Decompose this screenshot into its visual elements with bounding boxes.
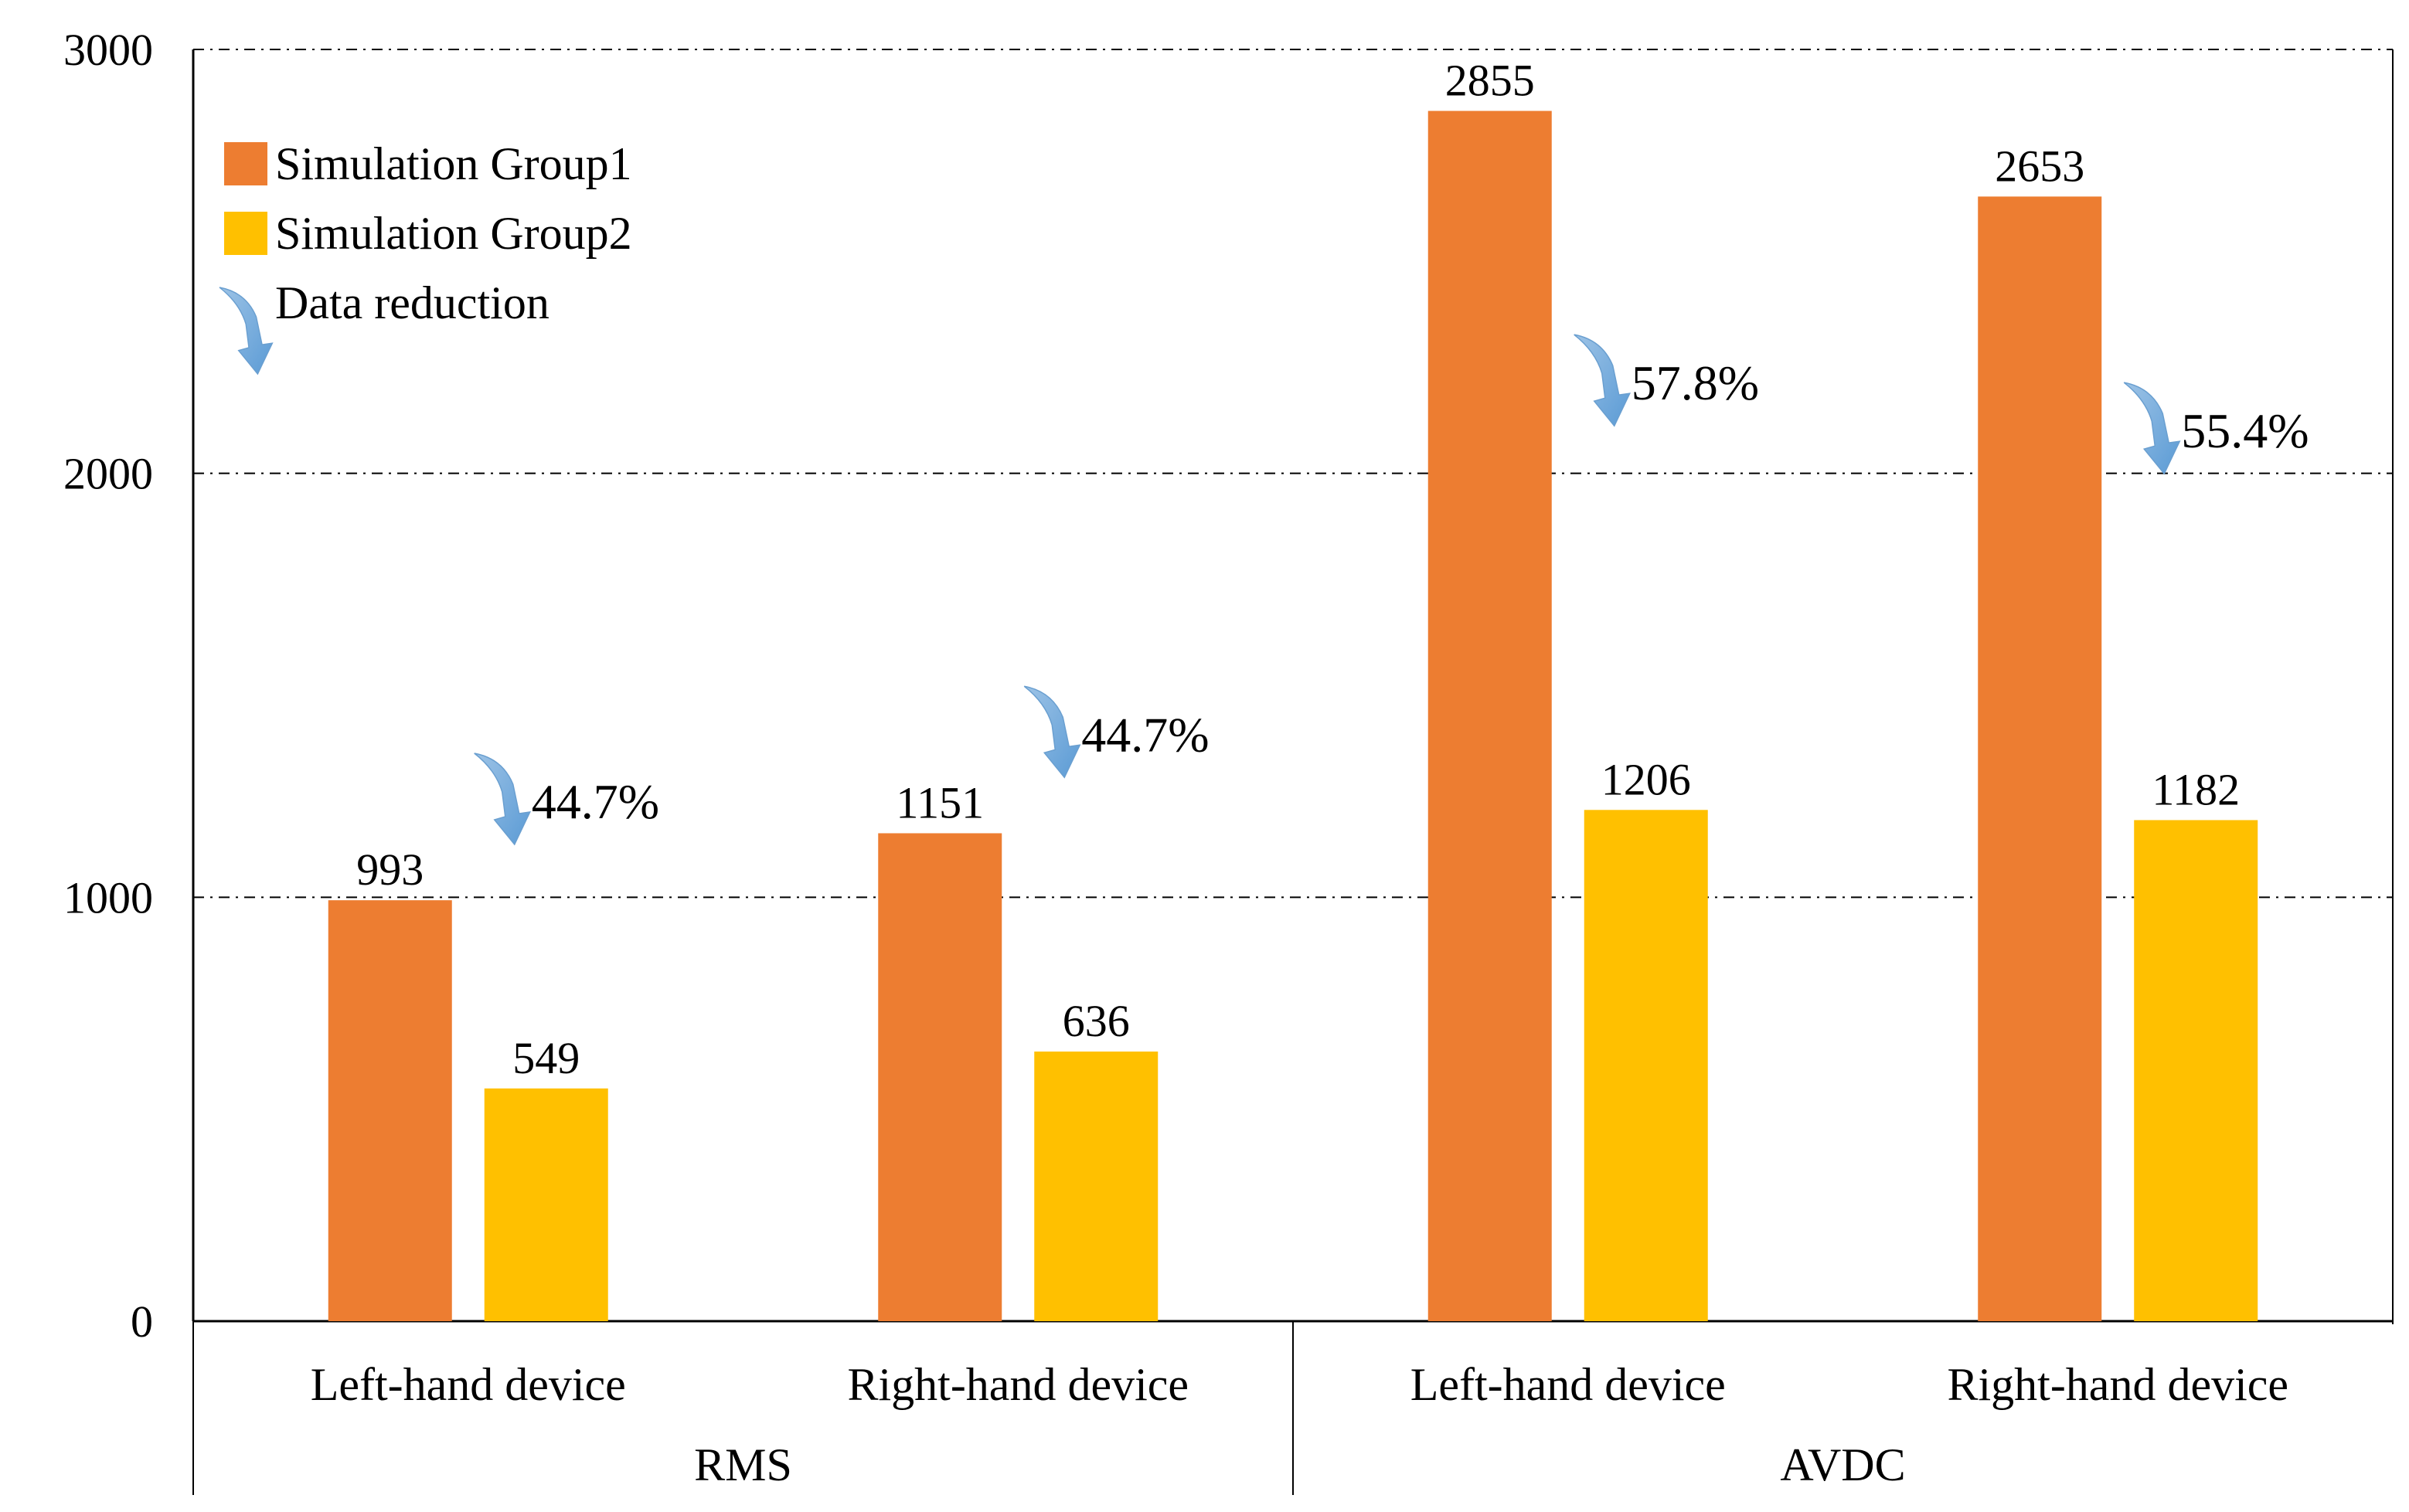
legend-arrow-icon xyxy=(219,287,274,375)
legend-label: Simulation Group2 xyxy=(275,208,632,259)
arrow-shape xyxy=(1023,685,1081,779)
bar-value-label: 2855 xyxy=(1445,56,1535,106)
reduction-annotations: 44.7% 44.7% 57.8% 55.4% xyxy=(474,334,2309,846)
reduction-label: 44.7% xyxy=(1081,707,1209,762)
bars xyxy=(328,110,2258,1322)
bar-value-label: 1182 xyxy=(2152,764,2240,814)
bar-value-label: 1151 xyxy=(896,777,984,827)
bar-value-label: 2653 xyxy=(1995,141,2084,191)
bar-value-label: 1206 xyxy=(1601,754,1691,804)
bar-2-1 xyxy=(484,1088,608,1321)
bar-value-label: 636 xyxy=(1063,996,1130,1046)
x-group-label: RMS xyxy=(694,1439,792,1490)
bar-2-4 xyxy=(2134,820,2258,1321)
x-tick-label: Left-hand device xyxy=(311,1359,626,1410)
bar-2-3 xyxy=(1584,810,1708,1321)
y-tick-label: 3000 xyxy=(63,25,153,75)
y-tick-label: 2000 xyxy=(63,449,153,499)
x-group-label: AVDC xyxy=(1780,1439,1905,1490)
reduction-label: 55.4% xyxy=(2181,403,2309,458)
axes: 0 1000 2000 3000 Left-hand device Right-hand … xyxy=(63,25,2394,1495)
data-reduction-arrow-icon xyxy=(2123,382,2181,475)
bar-1-4 xyxy=(1978,196,2102,1321)
x-tick-label: Right-hand device xyxy=(1947,1359,2288,1410)
legend: Simulation Group1 Simulation Group2 Data r… xyxy=(219,138,632,375)
gridlines xyxy=(193,49,2393,899)
arrow-shape xyxy=(2123,382,2181,475)
bar-2-2 xyxy=(1034,1052,1159,1321)
legend-swatch-2 xyxy=(224,212,267,255)
bar-1-1 xyxy=(328,900,452,1321)
reduction-label: 44.7% xyxy=(532,774,659,829)
arrow-shape xyxy=(474,753,532,846)
y-tick-label: 0 xyxy=(131,1296,153,1347)
bar-value-label: 993 xyxy=(356,844,424,895)
bar-1-3 xyxy=(1427,110,1552,1322)
bar-1-2 xyxy=(878,833,1002,1321)
x-tick-label: Left-hand device xyxy=(1410,1359,1726,1410)
y-tick-label: 1000 xyxy=(63,872,153,922)
legend-swatch-1 xyxy=(224,142,267,185)
arrow-shape xyxy=(1574,334,1632,427)
data-reduction-arrow-icon xyxy=(474,753,532,846)
data-reduction-arrow-icon xyxy=(1023,685,1081,779)
legend-label: Simulation Group1 xyxy=(275,138,632,189)
data-labels: 993 1151 2855 2653 549 636 1206 1182 xyxy=(356,56,2240,1083)
arrow-shape xyxy=(219,287,274,375)
x-tick-label: Right-hand device xyxy=(847,1359,1189,1410)
bar-value-label: 549 xyxy=(512,1033,580,1083)
data-reduction-arrow-icon xyxy=(1574,334,1632,427)
reduction-label: 57.8% xyxy=(1632,355,1759,410)
legend-label: Data reduction xyxy=(275,277,550,328)
